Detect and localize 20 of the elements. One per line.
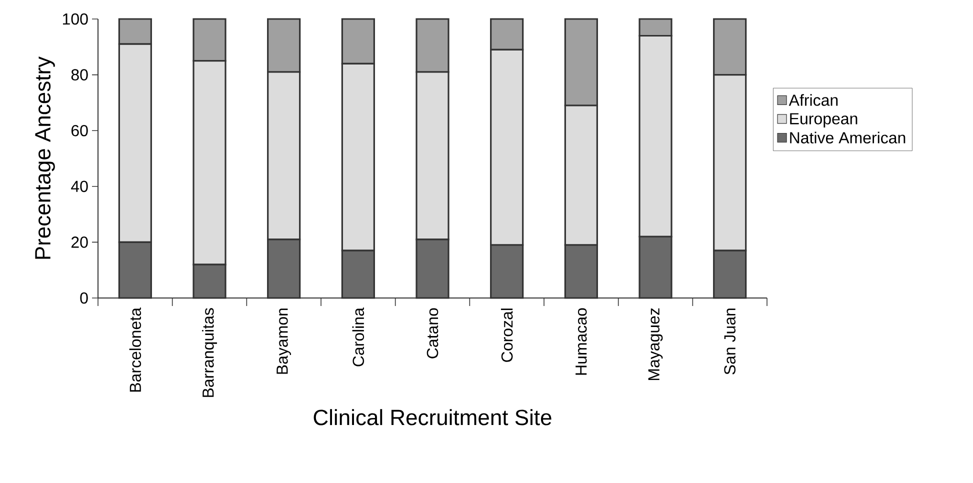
x-tick-label: Humacao bbox=[576, 308, 587, 375]
x-tick-label: Catano bbox=[426, 308, 438, 358]
y-tick-label: 0 bbox=[80, 292, 88, 304]
x-tick-label: San Juan bbox=[724, 308, 736, 374]
y-tick-label: 80 bbox=[71, 69, 88, 80]
x-axis-title: Clinical Recruitment Site bbox=[314, 409, 552, 426]
x-tick-label: Carolina bbox=[352, 308, 364, 366]
y-axis-title: Precentage Ancestry bbox=[35, 56, 55, 259]
x-tick-label: Barranquitas bbox=[202, 308, 217, 397]
x-tick-label: Bayamon bbox=[276, 308, 292, 374]
y-tick-label: 40 bbox=[71, 180, 88, 192]
legend-label: European bbox=[790, 113, 858, 128]
legend-label: Native American bbox=[790, 132, 906, 144]
x-tick-label: Corozal bbox=[500, 308, 513, 362]
y-tick-label: 60 bbox=[71, 124, 88, 136]
y-tick-label: 100 bbox=[63, 13, 88, 25]
legend-label: African bbox=[788, 94, 838, 106]
x-tick-label: Barceloneta bbox=[129, 308, 142, 392]
x-tick-label: Mayaguez bbox=[648, 308, 663, 380]
y-tick-label: 20 bbox=[71, 236, 88, 248]
